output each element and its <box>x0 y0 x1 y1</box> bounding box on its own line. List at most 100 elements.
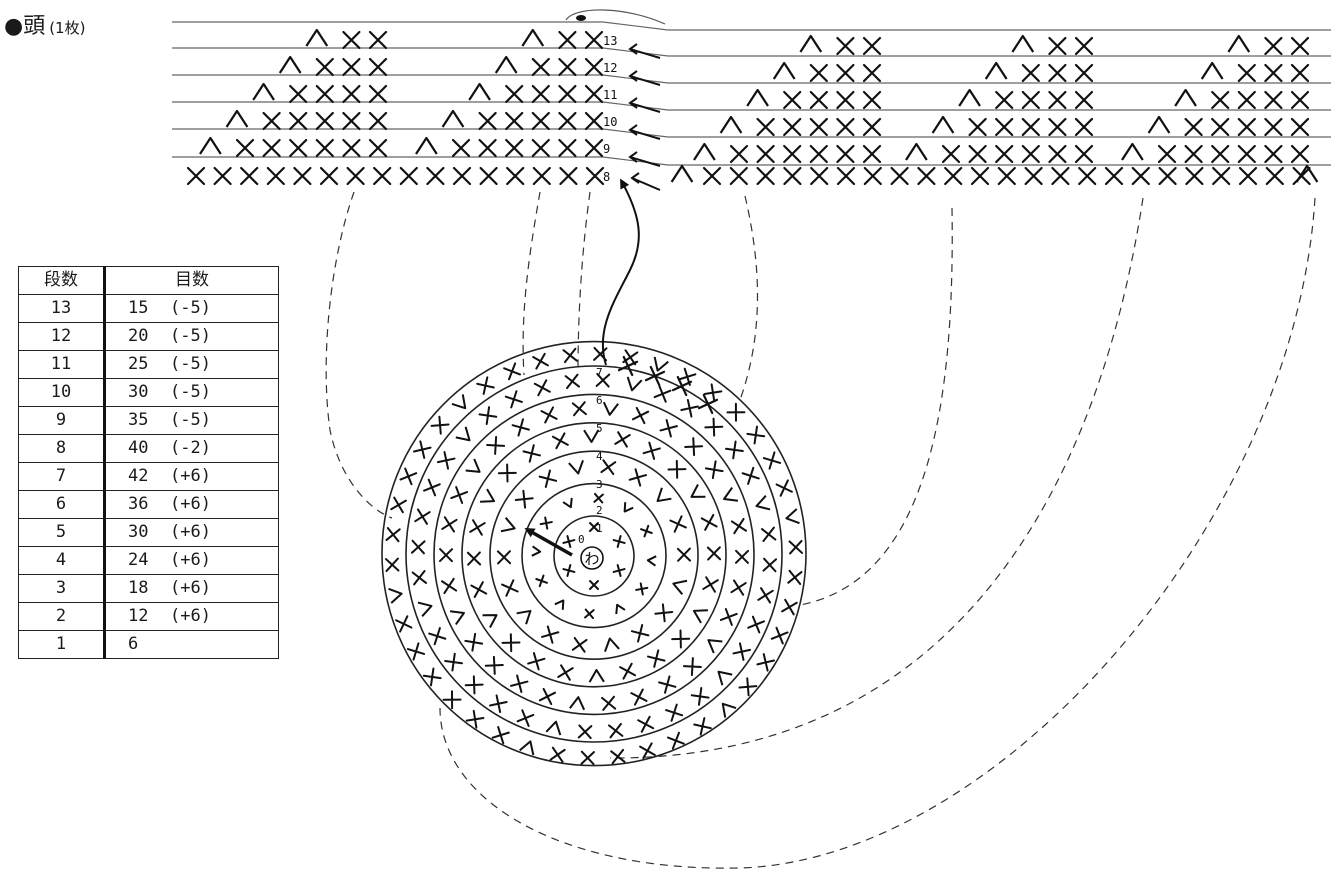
single-crochet-symbol <box>385 527 401 543</box>
increase-stroke <box>500 517 516 533</box>
single-crochet-stroke <box>1051 166 1070 186</box>
single-crochet-symbol <box>601 695 617 711</box>
single-crochet-stroke <box>426 166 445 186</box>
stitch-count: 36 (+6) <box>104 490 279 519</box>
single-crochet-stroke <box>464 632 484 652</box>
single-crochet-stroke <box>496 550 512 565</box>
single-crochet-symbol <box>342 57 361 77</box>
direction-arrow <box>630 172 661 191</box>
single-crochet-symbol <box>1184 144 1203 164</box>
single-crochet-stroke <box>368 84 388 104</box>
single-crochet-stroke <box>262 111 281 131</box>
single-crochet-stroke <box>186 166 206 186</box>
increase-symbol <box>588 668 605 683</box>
guide-line-2 <box>522 191 541 376</box>
increase-symbol <box>717 670 733 686</box>
single-crochet-stroke <box>610 748 626 765</box>
decrease-symbol <box>252 82 275 101</box>
increase-symbol <box>417 601 433 618</box>
single-crochet-stroke <box>1264 144 1283 164</box>
table-row: 8 40 (-2) <box>18 434 279 463</box>
single-crochet-symbol <box>631 406 650 425</box>
single-crochet-stroke <box>1238 166 1258 186</box>
single-crochet-symbol <box>593 492 604 504</box>
single-crochet-symbol <box>1238 166 1258 186</box>
single-crochet-symbol <box>562 347 578 364</box>
single-crochet-symbol <box>595 372 611 388</box>
single-crochet-stroke <box>428 627 447 646</box>
single-crochet-symbol <box>1290 63 1310 83</box>
single-crochet-symbol <box>836 63 855 83</box>
increase-symbol <box>672 579 688 595</box>
single-crochet-stroke <box>486 435 506 455</box>
single-crochet-stroke <box>1074 144 1094 164</box>
single-crochet-symbol <box>628 468 648 487</box>
single-crochet-stroke <box>1211 117 1230 137</box>
single-crochet-symbol <box>862 144 882 164</box>
single-crochet-symbol <box>738 677 758 697</box>
single-crochet-symbol <box>558 138 577 158</box>
single-crochet-symbol <box>669 515 687 533</box>
single-crochet-symbol <box>476 376 495 395</box>
increase-stroke <box>588 668 605 683</box>
single-crochet-symbol <box>836 144 855 164</box>
single-crochet-stroke <box>669 515 687 533</box>
single-crochet-symbol <box>1264 90 1283 110</box>
single-crochet-stroke <box>593 492 604 504</box>
single-crochet-stroke <box>1290 117 1310 137</box>
single-crochet-stroke <box>1074 90 1094 110</box>
single-crochet-symbol <box>862 63 882 83</box>
decrease-symbol <box>1200 61 1224 80</box>
single-crochet-stroke <box>584 111 604 131</box>
round-outline <box>405 365 783 743</box>
single-crochet-stroke <box>1074 36 1094 56</box>
single-crochet-stroke <box>466 551 482 566</box>
single-crochet-stroke <box>533 379 551 397</box>
stitch-count: 6 <box>104 630 279 659</box>
increase-stroke <box>569 696 586 711</box>
single-crochet-stroke <box>558 57 577 77</box>
single-crochet-symbol <box>944 166 963 186</box>
magic-ring-label: わ <box>584 550 599 568</box>
single-crochet-symbol <box>704 417 724 437</box>
stitch-total: 42 <box>128 466 149 486</box>
single-crochet-stroke <box>1290 90 1310 110</box>
single-crochet-stroke <box>368 138 388 158</box>
single-crochet-symbol <box>619 662 637 680</box>
single-crochet-stroke <box>631 406 650 425</box>
single-crochet-stroke <box>741 466 760 485</box>
single-crochet-stroke <box>665 703 684 722</box>
single-crochet-stroke <box>1021 144 1040 164</box>
single-crochet-stroke <box>862 144 882 164</box>
dashed-guide-lines <box>325 191 1316 869</box>
single-crochet-stroke <box>430 415 450 435</box>
increase-symbol <box>568 460 584 475</box>
single-crochet-symbol <box>564 373 580 390</box>
single-crochet-symbol <box>732 642 752 661</box>
increase-stroke <box>482 614 498 628</box>
stitch-change: (-5) <box>170 410 211 430</box>
stitch-change: (+6) <box>170 550 211 570</box>
single-crochet-stroke <box>703 383 723 403</box>
single-crochet-symbol <box>505 138 524 158</box>
single-crochet-symbol <box>368 111 388 131</box>
single-crochet-stroke <box>562 535 576 548</box>
single-crochet-stroke <box>289 84 308 104</box>
single-crochet-stroke <box>729 166 748 186</box>
direction-arrow <box>628 124 661 140</box>
single-crochet-stroke <box>730 579 747 596</box>
single-crochet-symbol <box>610 748 626 765</box>
stitch-count: 15 (-5) <box>104 294 279 323</box>
stitch-count: 35 (-5) <box>104 406 279 435</box>
single-crochet-stroke <box>384 557 400 573</box>
stitch-total: 6 <box>128 634 139 654</box>
single-crochet-stroke <box>406 642 426 661</box>
table-row: 9 35 (-5) <box>18 406 279 435</box>
round-number-label: 4 <box>596 450 603 463</box>
row-number: 11 <box>18 350 106 379</box>
single-crochet-stroke <box>781 598 798 616</box>
single-crochet-stroke <box>1185 166 1204 186</box>
single-crochet-stroke <box>414 508 431 525</box>
decrease-symbol <box>225 109 249 128</box>
single-crochet-stroke <box>836 36 855 56</box>
